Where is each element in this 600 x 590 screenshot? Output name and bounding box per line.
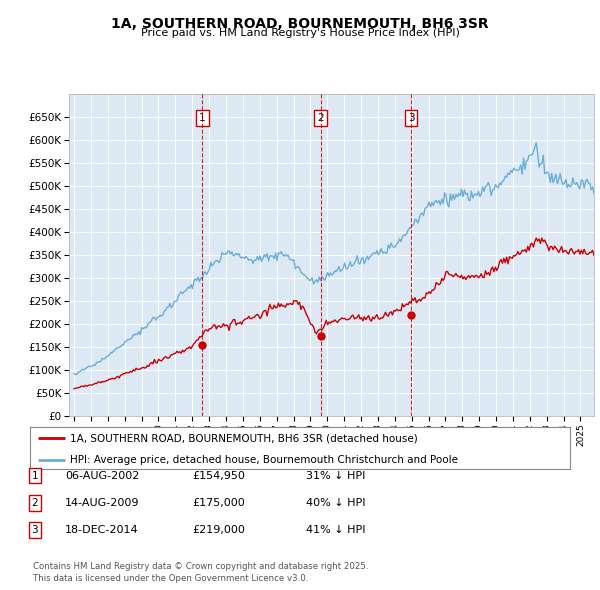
Text: 2: 2: [317, 113, 324, 123]
Text: £175,000: £175,000: [192, 498, 245, 507]
Text: Price paid vs. HM Land Registry's House Price Index (HPI): Price paid vs. HM Land Registry's House …: [140, 28, 460, 38]
Text: £154,950: £154,950: [192, 471, 245, 480]
Text: 40% ↓ HPI: 40% ↓ HPI: [306, 498, 365, 507]
Text: 06-AUG-2002: 06-AUG-2002: [65, 471, 139, 480]
Text: 1A, SOUTHERN ROAD, BOURNEMOUTH, BH6 3SR (detached house): 1A, SOUTHERN ROAD, BOURNEMOUTH, BH6 3SR …: [71, 433, 418, 443]
Text: 3: 3: [407, 113, 415, 123]
Text: 31% ↓ HPI: 31% ↓ HPI: [306, 471, 365, 480]
Text: 1A, SOUTHERN ROAD, BOURNEMOUTH, BH6 3SR: 1A, SOUTHERN ROAD, BOURNEMOUTH, BH6 3SR: [111, 17, 489, 31]
Text: 41% ↓ HPI: 41% ↓ HPI: [306, 525, 365, 535]
Text: 2: 2: [31, 498, 38, 507]
Text: 14-AUG-2009: 14-AUG-2009: [65, 498, 139, 507]
Text: HPI: Average price, detached house, Bournemouth Christchurch and Poole: HPI: Average price, detached house, Bour…: [71, 455, 458, 465]
Text: 1: 1: [199, 113, 206, 123]
Text: Contains HM Land Registry data © Crown copyright and database right 2025.
This d: Contains HM Land Registry data © Crown c…: [33, 562, 368, 583]
Text: £219,000: £219,000: [192, 525, 245, 535]
Text: 18-DEC-2014: 18-DEC-2014: [65, 525, 139, 535]
Text: 3: 3: [31, 525, 38, 535]
Text: 1: 1: [31, 471, 38, 480]
